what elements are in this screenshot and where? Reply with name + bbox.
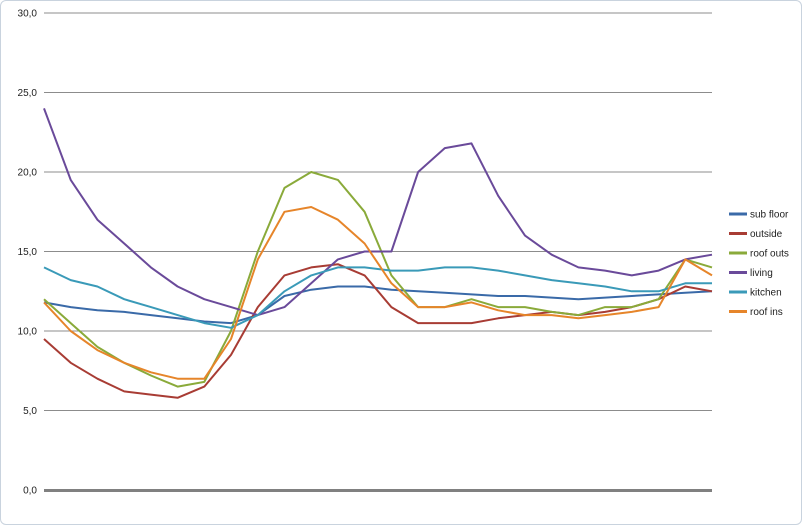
- legend-label: outside: [750, 229, 783, 240]
- series-lines: [43, 108, 713, 399]
- legend-label: kitchen: [750, 288, 782, 299]
- gridlines: [44, 12, 712, 411]
- series-line-sub-floor: [43, 285, 713, 325]
- series-line-outside: [43, 263, 713, 399]
- legend-label: roof outs: [750, 249, 789, 260]
- y-tick-label: 15,0: [18, 247, 38, 258]
- y-tick-label: 0,0: [23, 486, 37, 497]
- y-tick-label: 20,0: [18, 168, 38, 179]
- legend: sub floor outside roof outs living kitchen ro…: [729, 210, 789, 318]
- series-line-roof-ins: [43, 206, 713, 380]
- x-axis-line: [44, 489, 712, 492]
- series-line-kitchen: [43, 266, 712, 329]
- legend-label: roof ins: [750, 307, 783, 318]
- legend-label: living: [750, 268, 773, 279]
- legend-label: sub floor: [750, 210, 789, 221]
- y-tick-label: 10,0: [18, 327, 38, 338]
- y-tick-label: 25,0: [18, 88, 38, 99]
- y-tick-label: 30,0: [18, 9, 38, 20]
- series-line-living: [43, 108, 713, 317]
- series-line-roof-outs: [43, 171, 713, 388]
- y-axis-tick-labels: 0,0 5,0 10,0 15,0 20,0 25,0 30,0: [18, 9, 38, 497]
- y-tick-label: 5,0: [23, 406, 37, 417]
